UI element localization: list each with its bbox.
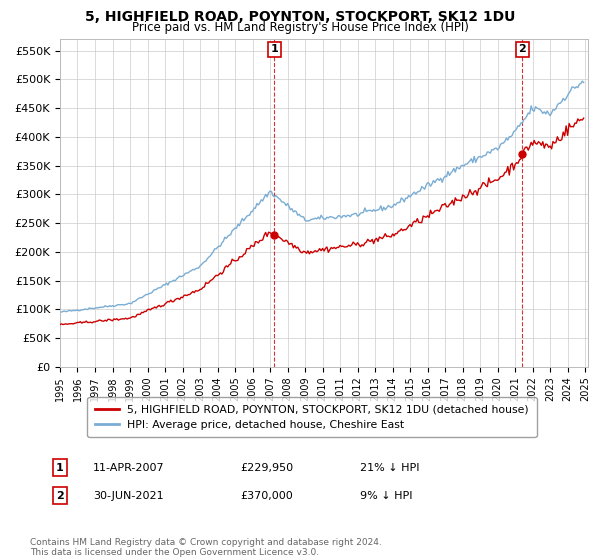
- Text: £229,950: £229,950: [240, 463, 293, 473]
- Text: Contains HM Land Registry data © Crown copyright and database right 2024.
This d: Contains HM Land Registry data © Crown c…: [30, 538, 382, 557]
- Legend: 5, HIGHFIELD ROAD, POYNTON, STOCKPORT, SK12 1DU (detached house), HPI: Average p: 5, HIGHFIELD ROAD, POYNTON, STOCKPORT, S…: [88, 397, 536, 437]
- Text: 21% ↓ HPI: 21% ↓ HPI: [360, 463, 419, 473]
- Text: 9% ↓ HPI: 9% ↓ HPI: [360, 491, 413, 501]
- Text: 11-APR-2007: 11-APR-2007: [93, 463, 164, 473]
- Text: 2: 2: [518, 44, 526, 54]
- Text: £370,000: £370,000: [240, 491, 293, 501]
- Text: 2: 2: [56, 491, 64, 501]
- Text: 5, HIGHFIELD ROAD, POYNTON, STOCKPORT, SK12 1DU: 5, HIGHFIELD ROAD, POYNTON, STOCKPORT, S…: [85, 10, 515, 24]
- Text: Price paid vs. HM Land Registry's House Price Index (HPI): Price paid vs. HM Land Registry's House …: [131, 21, 469, 34]
- Text: 1: 1: [271, 44, 278, 54]
- Text: 1: 1: [56, 463, 64, 473]
- Text: 30-JUN-2021: 30-JUN-2021: [93, 491, 164, 501]
